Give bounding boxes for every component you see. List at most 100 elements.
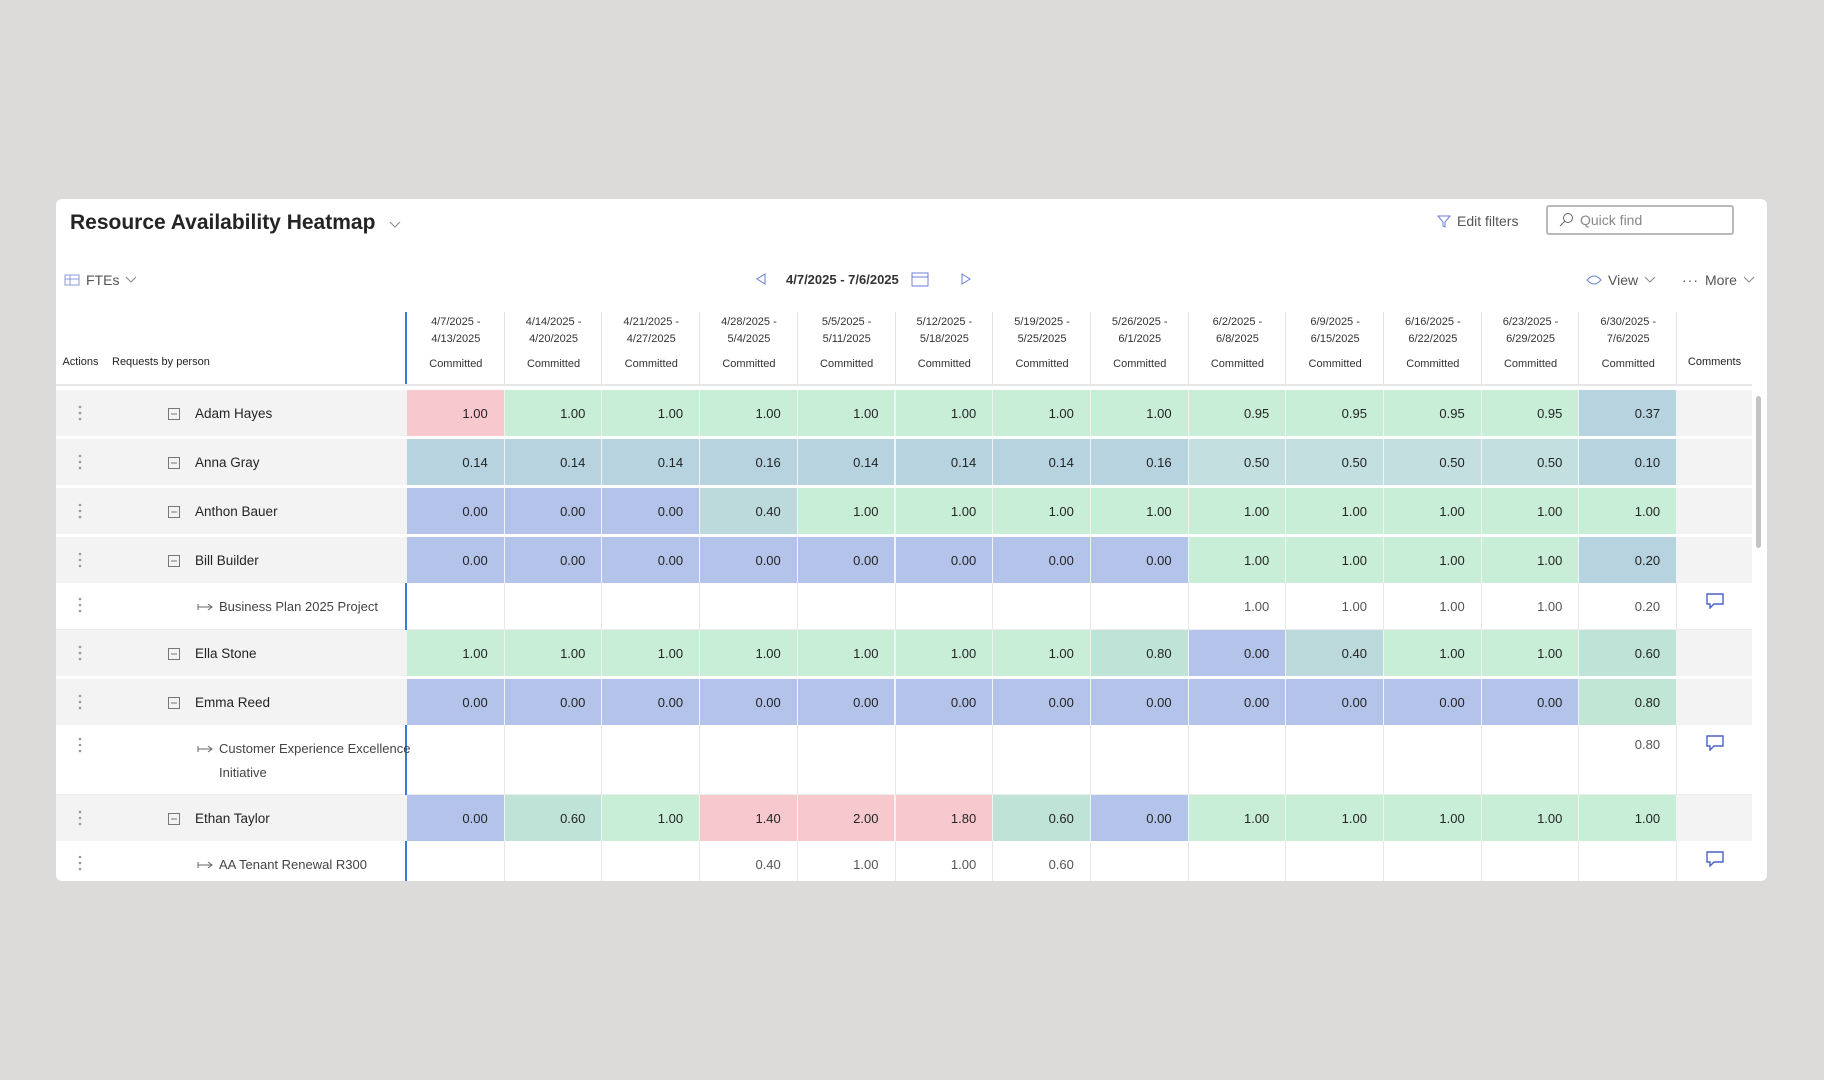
week-status: Committed bbox=[1503, 358, 1558, 370]
view-button[interactable]: View bbox=[1586, 272, 1656, 288]
heat-cell: 1.00 bbox=[1286, 488, 1383, 534]
cell-divider bbox=[601, 725, 603, 795]
week-divider bbox=[1480, 312, 1482, 384]
week-status: Committed bbox=[820, 358, 874, 370]
expand-toggle-glyph bbox=[168, 457, 180, 469]
heat-cell: 0.00 bbox=[1090, 679, 1188, 725]
week-status: Committed bbox=[1308, 358, 1362, 370]
expand-toggle[interactable] bbox=[168, 456, 180, 474]
cell-divider bbox=[992, 583, 994, 630]
heat-cell: 0.50 bbox=[1188, 439, 1286, 485]
row-actions-glyph bbox=[78, 694, 82, 710]
cell-divider bbox=[699, 725, 701, 795]
week-range-end: 4/13/2025 bbox=[431, 333, 481, 345]
cell-divider bbox=[1676, 725, 1678, 795]
heat-cell: 0.14 bbox=[504, 439, 602, 485]
row-actions-glyph bbox=[78, 503, 82, 519]
cell-divider bbox=[796, 841, 798, 881]
title-chevron[interactable] bbox=[389, 221, 401, 229]
expand-toggle[interactable] bbox=[168, 812, 180, 830]
units-icon bbox=[64, 274, 80, 286]
week-divider bbox=[1187, 312, 1189, 384]
comment-button[interactable] bbox=[1706, 735, 1724, 756]
row-actions[interactable] bbox=[78, 597, 82, 618]
expand-toggle[interactable] bbox=[168, 505, 180, 523]
expand-toggle[interactable] bbox=[168, 647, 180, 665]
expand-toggle-glyph bbox=[168, 506, 180, 518]
cell-divider bbox=[1187, 583, 1189, 630]
week-range-start: 6/9/2025 - bbox=[1310, 316, 1360, 328]
cell-divider bbox=[699, 583, 701, 630]
heat-cell: 0.80 bbox=[1579, 679, 1677, 725]
heat-cell: 1.00 bbox=[407, 390, 504, 436]
more-button[interactable]: ··· More bbox=[1682, 272, 1755, 288]
row-actions[interactable] bbox=[78, 552, 82, 573]
quick-find[interactable]: Quick find bbox=[1546, 205, 1734, 235]
cell-divider bbox=[503, 583, 505, 630]
heat-cell: 0.14 bbox=[993, 439, 1090, 485]
cell-divider bbox=[1285, 725, 1287, 795]
search-icon bbox=[1559, 213, 1573, 227]
expand-toggle-glyph bbox=[168, 813, 180, 825]
expand-toggle[interactable] bbox=[168, 696, 180, 714]
more-chevron bbox=[1743, 276, 1755, 283]
week-divider bbox=[1089, 312, 1091, 384]
person-name: Ethan Taylor bbox=[195, 810, 270, 826]
scrollbar[interactable] bbox=[1756, 396, 1761, 548]
calendar[interactable] bbox=[911, 271, 929, 287]
heat-cell: 0.40 bbox=[700, 488, 797, 534]
heat-cell: 0.14 bbox=[797, 439, 895, 485]
child-arrow bbox=[197, 857, 215, 875]
row-actions[interactable] bbox=[78, 694, 82, 715]
row-actions-glyph bbox=[78, 597, 82, 613]
cell-divider bbox=[699, 841, 701, 881]
heat-cell: 1.00 bbox=[895, 488, 993, 534]
person-name: Anthon Bauer bbox=[195, 503, 278, 519]
cell-divider bbox=[1187, 725, 1189, 795]
row-actions[interactable] bbox=[78, 405, 82, 426]
heat-cell: 0.40 bbox=[1286, 630, 1383, 676]
heat-cell: 0.00 bbox=[407, 679, 504, 725]
week-status: Committed bbox=[1210, 358, 1265, 370]
expand-toggle[interactable] bbox=[168, 554, 180, 572]
cell-divider bbox=[1089, 841, 1091, 881]
week-status: Committed bbox=[722, 358, 776, 370]
row-actions[interactable] bbox=[78, 737, 82, 758]
heat-cell: 0.00 bbox=[895, 679, 993, 725]
edit-filters[interactable]: Edit filters bbox=[1437, 213, 1518, 229]
expand-toggle[interactable] bbox=[168, 407, 180, 425]
units-selector[interactable]: FTEs bbox=[64, 272, 137, 288]
heat-cell: 1.00 bbox=[602, 390, 700, 436]
expand-toggle-glyph bbox=[168, 648, 180, 660]
heat-cell: 0.16 bbox=[700, 439, 797, 485]
row-actions[interactable] bbox=[78, 855, 82, 876]
comment-button[interactable] bbox=[1706, 851, 1724, 872]
row-actions[interactable] bbox=[78, 454, 82, 475]
week-status: Committed bbox=[917, 358, 971, 370]
heat-cell: 0.95 bbox=[1286, 390, 1383, 436]
next-week[interactable] bbox=[959, 272, 973, 286]
heat-cell: 0.60 bbox=[1579, 630, 1677, 676]
heat-cell: 1.00 bbox=[504, 390, 602, 436]
heat-cell: 0.37 bbox=[1579, 390, 1677, 436]
comment-button[interactable] bbox=[1706, 593, 1724, 614]
heat-cell: 1.00 bbox=[1188, 795, 1286, 841]
row-actions[interactable] bbox=[78, 810, 82, 831]
week-range-end: 6/22/2025 bbox=[1408, 333, 1458, 345]
cell-divider bbox=[1676, 841, 1678, 881]
heat-cell: 0.00 bbox=[993, 679, 1090, 725]
child-arrow-glyph bbox=[197, 603, 213, 611]
row-actions[interactable] bbox=[78, 503, 82, 524]
prev-week[interactable] bbox=[754, 272, 768, 286]
week-range-start: 5/12/2025 - bbox=[916, 316, 973, 328]
week-divider bbox=[796, 312, 798, 384]
heat-cell: 0.14 bbox=[895, 439, 993, 485]
heat-cell: 1.00 bbox=[1384, 630, 1481, 676]
comment-button-glyph bbox=[1706, 735, 1724, 752]
heat-cell: 1.00 bbox=[993, 390, 1090, 436]
person-name: Anna Gray bbox=[195, 454, 260, 470]
week-range-end: 5/4/2025 bbox=[727, 333, 771, 345]
row-actions[interactable] bbox=[78, 645, 82, 666]
heatmap-card: Resource Availability Heatmap Edit filte… bbox=[56, 199, 1767, 881]
heat-cell: 1.00 bbox=[504, 630, 602, 676]
